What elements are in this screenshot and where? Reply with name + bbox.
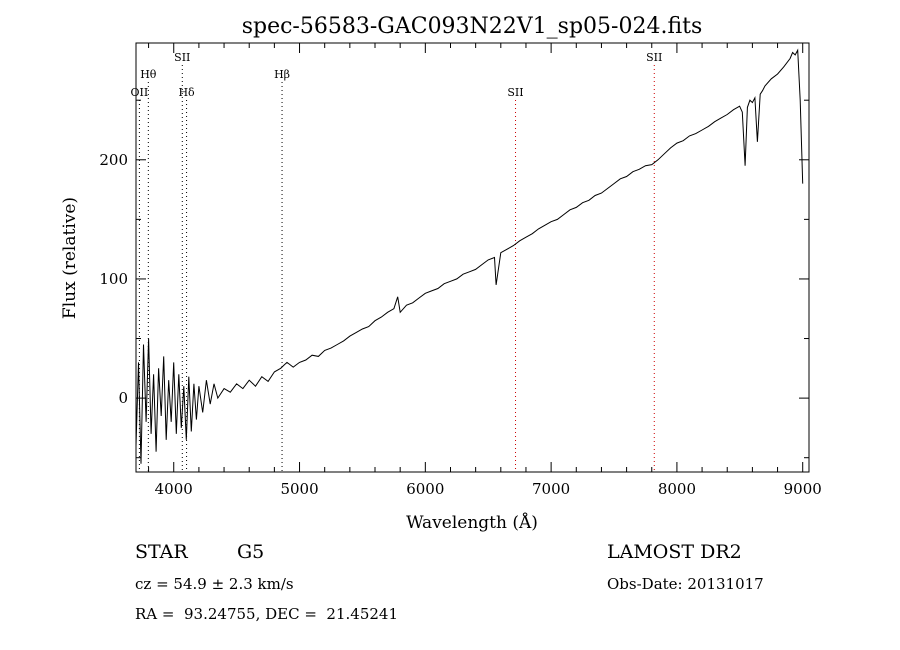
spectral-line-label: OII (131, 86, 149, 99)
chart-title: spec-56583-GAC093N22V1_sp05-024.fits (242, 14, 703, 39)
y-tick-label: 200 (99, 151, 128, 169)
coordinates: RA = 93.24755, DEC = 21.45241 (135, 605, 399, 623)
obs-date: Obs-Date: 20131017 (607, 575, 764, 593)
object-subclass: G5 (237, 541, 265, 563)
x-tick-label: 8000 (658, 480, 696, 498)
x-tick-label: 4000 (155, 480, 193, 498)
spectral-line-label: Hβ (274, 68, 290, 81)
survey-name: LAMOST DR2 (607, 541, 742, 563)
x-tick-label: 6000 (406, 480, 444, 498)
axis-ticks: 4000 5000 6000 7000 8000 9000 0 100 200 (99, 43, 822, 498)
y-tick-label: 0 (118, 389, 128, 407)
x-tick-label: 5000 (280, 480, 318, 498)
object-class: STAR (135, 541, 188, 563)
spectral-line-label: SII (646, 51, 662, 64)
y-axis-label: Flux (relative) (60, 197, 80, 319)
spectrum-line (135, 48, 804, 464)
spectral-line-label: Hδ (178, 86, 195, 99)
spectral-line-label: SII (174, 51, 190, 64)
x-tick-label: 7000 (532, 480, 570, 498)
spectral-line-label: Hθ (140, 68, 157, 81)
spectral-line-label: SII (507, 86, 523, 99)
x-axis-label: Wavelength (Å) (406, 512, 538, 533)
redshift-info: cz = 54.9 ± 2.3 km/s (135, 575, 294, 593)
spectral-line-markers: OII Hθ SII Hδ Hβ SII SII (131, 51, 662, 472)
x-tick-label: 9000 (784, 480, 822, 498)
plot-frame (135, 42, 810, 473)
y-tick-label: 100 (99, 270, 128, 288)
